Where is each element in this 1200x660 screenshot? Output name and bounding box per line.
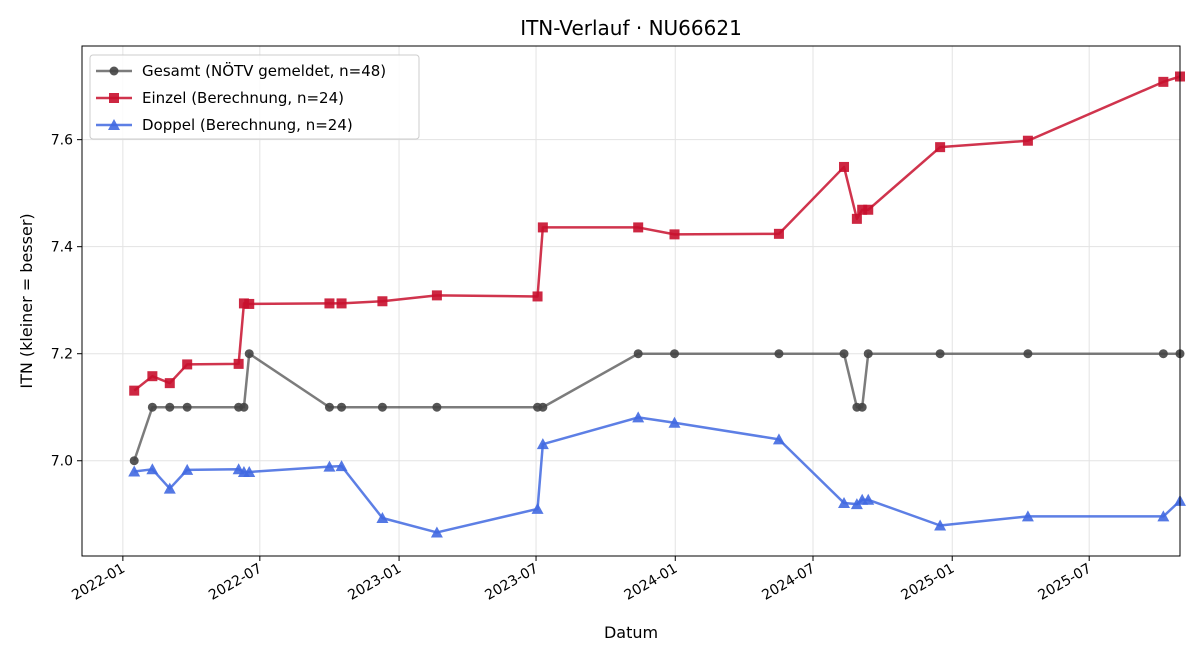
data-point (851, 213, 862, 224)
legend: Gesamt (NÖTV gemeldet, n=48) Einzel (Bere… (89, 54, 420, 140)
data-point (839, 161, 850, 172)
data-point (935, 349, 945, 359)
y-tick-label: 7.4 (51, 240, 73, 256)
data-point (147, 371, 158, 382)
legend-swatch-marker (108, 119, 120, 130)
data-point (324, 402, 334, 412)
data-point (129, 456, 139, 466)
data-point (773, 228, 784, 239)
x-axis-ticks: 2022-01 2022-07 2023-01 2023-07 2024-01 2024-… (69, 556, 1094, 604)
data-point (772, 433, 785, 445)
data-point (1022, 135, 1033, 146)
series-circle (129, 349, 1185, 466)
data-point (633, 349, 643, 359)
data-point (431, 290, 442, 301)
data-point (838, 497, 851, 509)
data-point (863, 204, 874, 215)
data-point (531, 502, 544, 514)
data-point (238, 298, 249, 309)
data-point (857, 204, 868, 215)
data-point (668, 416, 681, 428)
x-tick-label: 2023-01 (345, 561, 404, 604)
data-point (774, 349, 784, 359)
legend-label: Doppel (Berechnung, n=24) (142, 116, 353, 134)
data-point (164, 378, 175, 389)
series-layer (128, 71, 1186, 538)
data-point (430, 526, 443, 538)
data-point (935, 142, 946, 153)
x-tick-label: 2022-01 (69, 561, 128, 604)
data-point (129, 385, 140, 396)
data-point (147, 402, 157, 412)
data-point (863, 349, 873, 359)
data-point (146, 463, 159, 475)
x-tick-label: 2024-01 (622, 561, 681, 604)
data-point (432, 402, 442, 412)
data-point (181, 463, 194, 475)
series-line (133, 75, 1181, 392)
data-point (537, 222, 548, 233)
data-point (376, 512, 389, 524)
legend-swatch-marker (109, 93, 119, 103)
data-point (244, 349, 254, 359)
legend-frame (89, 54, 420, 140)
legend-label: Gesamt (NÖTV gemeldet, n=48) (142, 61, 386, 80)
data-point (377, 296, 388, 307)
x-tick-label: 2025-07 (1036, 561, 1095, 604)
data-point (632, 411, 645, 423)
data-point (244, 298, 255, 309)
x-axis-label: Datum (604, 623, 658, 642)
data-point (337, 402, 347, 412)
data-point (128, 465, 141, 477)
x-tick-label: 2022-07 (206, 561, 265, 604)
series-square (129, 71, 1185, 396)
legend-label: Einzel (Berechnung, n=24) (142, 89, 344, 107)
data-point (233, 358, 244, 369)
data-point (243, 465, 256, 477)
series-triangle (128, 411, 1186, 538)
y-tick-label: 7.2 (51, 347, 73, 363)
data-point (377, 402, 387, 412)
x-tick-label: 2023-07 (482, 561, 541, 604)
data-point (536, 438, 549, 450)
data-point (532, 291, 543, 302)
data-point (1157, 510, 1170, 522)
data-point (862, 493, 875, 505)
x-tick-label: 2024-07 (759, 561, 818, 604)
data-point (670, 349, 680, 359)
data-point (669, 229, 680, 240)
y-tick-label: 7.6 (51, 133, 73, 149)
series-line (134, 416, 1181, 534)
y-tick-label: 7.0 (51, 454, 73, 470)
data-point (633, 222, 644, 233)
legend-swatch-marker (109, 66, 119, 76)
chart-title: ITN-Verlauf · NU66621 (520, 16, 742, 40)
data-point (324, 298, 335, 309)
data-point (538, 402, 548, 412)
data-point (163, 482, 176, 494)
data-point (934, 519, 947, 531)
data-point (1158, 76, 1169, 87)
plot-frame (81, 45, 1181, 557)
data-point (182, 359, 193, 370)
data-point (1021, 510, 1034, 522)
data-point (182, 402, 192, 412)
data-point (239, 402, 249, 412)
x-tick-label: 2025-01 (899, 561, 958, 604)
data-point (1023, 349, 1033, 359)
y-axis-label: ITN (kleiner = besser) (17, 213, 36, 388)
data-point (335, 460, 348, 472)
data-point (839, 349, 849, 359)
data-point (1158, 349, 1168, 359)
data-point (323, 460, 336, 472)
series-line (133, 352, 1180, 462)
data-point (165, 402, 175, 412)
data-point (336, 298, 347, 309)
data-point (857, 402, 867, 412)
y-axis-ticks: 7.0 7.2 7.4 7.6 (51, 133, 82, 470)
